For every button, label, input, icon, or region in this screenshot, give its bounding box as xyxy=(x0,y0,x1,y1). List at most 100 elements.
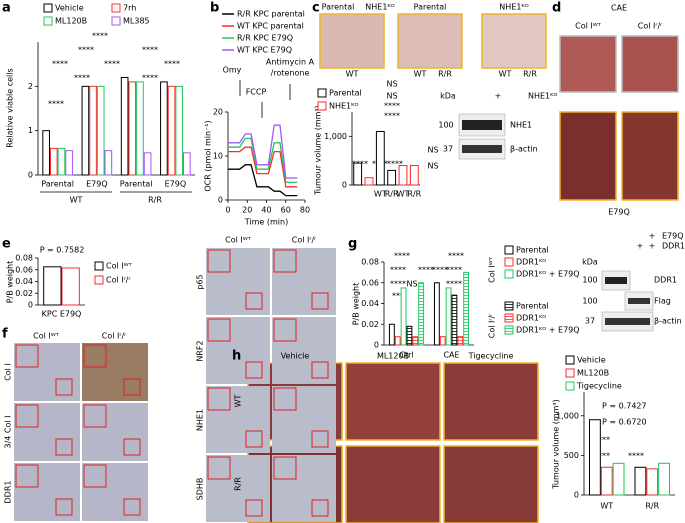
bar xyxy=(387,169,397,186)
annotation: NS xyxy=(406,280,417,289)
bar xyxy=(388,323,395,346)
legend-swatch xyxy=(504,257,514,267)
bar xyxy=(457,336,464,346)
inset-box xyxy=(55,498,73,516)
panel-label: NHE1 xyxy=(196,409,205,431)
annotation: **** xyxy=(418,266,434,275)
annotation: **** xyxy=(446,266,462,275)
annotation: **** xyxy=(384,112,400,121)
blot-label: DDR1 xyxy=(654,276,677,285)
group-label: R/R xyxy=(148,196,162,205)
bar xyxy=(167,85,176,176)
y-tick-label: 0 xyxy=(574,491,579,500)
legend-label: 7rh xyxy=(123,4,136,13)
annotation: /rotenone xyxy=(271,69,310,78)
panel-letter: h xyxy=(232,349,241,364)
inset-box xyxy=(245,499,263,517)
legend-label: DDR1ᴷᴼ xyxy=(516,314,546,323)
photo xyxy=(206,386,270,453)
bar xyxy=(49,147,58,176)
inset-box xyxy=(273,387,297,411)
x-tick-label: E79Q xyxy=(86,180,108,189)
blot-band xyxy=(462,120,502,130)
annotation: NS xyxy=(427,146,438,155)
panel-label: SDHB xyxy=(196,478,205,501)
blot-label: NHE1ᴷᴼ xyxy=(528,92,557,101)
legend-swatch xyxy=(504,325,514,335)
blot-label: β-actin xyxy=(510,145,538,154)
series-line xyxy=(228,146,298,188)
legend-label: DDR1ᴷᴼ xyxy=(516,258,546,267)
y-tick-label: 20 xyxy=(213,108,223,117)
inset-box xyxy=(311,361,329,379)
x-tick-label: R/R xyxy=(407,190,421,199)
photo xyxy=(272,455,336,522)
legend-label: WT KPC E79Q xyxy=(237,46,292,55)
bar xyxy=(409,165,419,186)
photo xyxy=(397,13,463,69)
x-tick-label: E79Q xyxy=(165,180,187,189)
blot-label: 100 xyxy=(438,121,453,130)
blot-label: + xyxy=(637,242,644,251)
bar xyxy=(183,152,191,176)
photo-label: WT xyxy=(234,394,243,407)
photo xyxy=(206,317,270,384)
x-tick-label: CAE xyxy=(443,351,459,360)
bar xyxy=(418,282,425,346)
bar xyxy=(394,336,401,346)
photo xyxy=(272,386,336,453)
inset-box xyxy=(273,318,297,342)
annotation: **** xyxy=(394,252,410,261)
inset-box xyxy=(207,318,231,342)
photo xyxy=(559,111,617,201)
annotation: **** xyxy=(594,452,610,461)
bar xyxy=(451,294,458,346)
bar xyxy=(375,130,385,186)
annotation: NS xyxy=(386,92,397,101)
photo-label: NHE1ᴷᴼ xyxy=(365,3,394,12)
annotation: NS xyxy=(386,80,397,89)
blot-label: 37 xyxy=(443,145,453,154)
x-tick-label: 80 xyxy=(300,206,310,215)
x-axis-label: Time (min) xyxy=(244,218,288,227)
panel-label: Col Iᵂᵀ xyxy=(225,236,252,245)
y-tick-label: 0.04 xyxy=(15,277,33,286)
photo-label: Vehicle xyxy=(281,352,310,361)
inset-box xyxy=(83,464,107,488)
panel-label: Col Iᵂᵀ xyxy=(33,332,60,341)
inset-box xyxy=(311,499,329,517)
y-tick-label: 0 xyxy=(28,171,33,180)
photo xyxy=(206,248,270,315)
panel-label: 3/4 Col I xyxy=(4,415,13,448)
blot-label: kDa xyxy=(582,258,598,267)
legend-group: Col Iᵂᵀ xyxy=(488,256,497,283)
y-tick-label: 0.06 xyxy=(361,278,379,287)
inset-box xyxy=(245,361,263,379)
y-axis-label: P/B weight xyxy=(352,283,361,326)
bar xyxy=(612,462,625,496)
legend-label: WT KPC parental xyxy=(237,22,304,31)
bar xyxy=(439,336,446,346)
annotation: *** xyxy=(392,292,404,301)
legend-label: ML120B xyxy=(55,17,87,26)
bar xyxy=(160,81,168,176)
panel-label: Col I xyxy=(4,363,13,381)
series-line xyxy=(228,124,298,179)
panel-label: NRF2 xyxy=(196,340,205,361)
photo-label: WT xyxy=(414,70,427,79)
x-tick-label: 20 xyxy=(242,206,252,215)
bar xyxy=(143,152,152,176)
annotation: P = 0.7427 xyxy=(602,402,647,411)
y-tick-label: 0.06 xyxy=(15,265,33,274)
panel-label: DDR1 xyxy=(4,481,13,504)
inset-box xyxy=(207,387,231,411)
photo xyxy=(621,111,679,201)
bar xyxy=(136,81,144,176)
series-line xyxy=(228,164,298,197)
legend-swatch xyxy=(565,355,575,365)
legend-label: Parental xyxy=(516,246,549,255)
bar xyxy=(175,85,184,176)
x-tick-label: 0 xyxy=(225,206,230,215)
annotation: **** xyxy=(92,32,108,41)
panel-letter: f xyxy=(2,327,8,342)
